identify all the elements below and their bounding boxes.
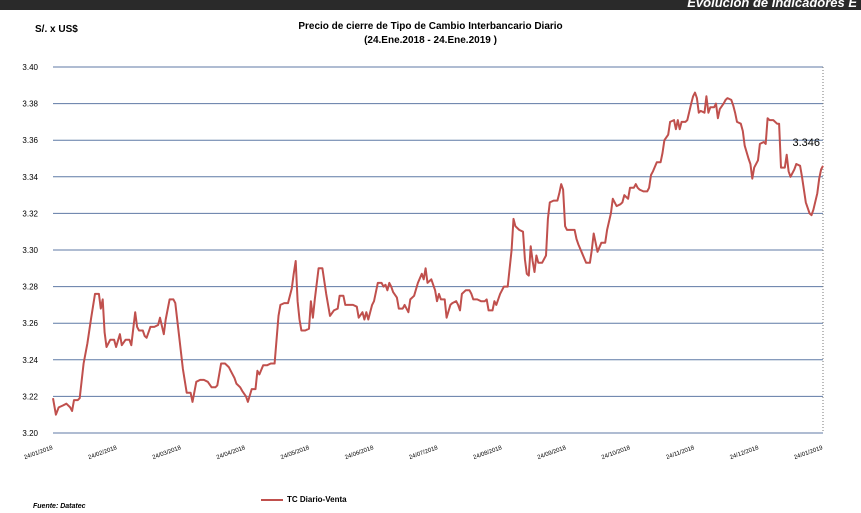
y-tick-label: 3.40 <box>22 63 38 72</box>
legend-label: TC Diario-Venta <box>287 495 347 504</box>
x-tick-label: 24/11/2018 <box>665 445 695 461</box>
chart-title: Precio de cierre de Tipo de Cambio Inter… <box>298 21 563 32</box>
x-tick-label: 24/06/2018 <box>344 445 375 461</box>
y-axis-unit-label: S/. x US$ <box>35 24 78 35</box>
x-tick-label: 24/08/2018 <box>473 445 504 461</box>
y-tick-label: 3.28 <box>22 283 38 292</box>
x-tick-label: 24/04/2018 <box>216 445 247 461</box>
x-tick-label: 24/03/2018 <box>152 445 183 461</box>
y-tick-label: 3.24 <box>22 356 38 365</box>
y-tick-label: 3.30 <box>22 246 38 255</box>
chart-legend: TC Diario-Venta <box>261 495 347 504</box>
x-tick-label: 24/10/2018 <box>601 445 632 461</box>
top-banner: Evolución de Indicadores E <box>0 0 861 10</box>
chart-subtitle: (24.Ene.2018 - 24.Ene.2019 ) <box>364 35 497 46</box>
y-tick-label: 3.32 <box>22 209 38 218</box>
x-tick-label: 24/09/2018 <box>537 445 568 461</box>
legend-line-swatch <box>261 498 283 501</box>
y-tick-label: 3.20 <box>22 429 38 438</box>
x-tick-label: 24/12/2018 <box>729 445 760 461</box>
y-tick-label: 3.38 <box>22 100 38 109</box>
banner-text: Evolución de Indicadores E <box>687 0 857 10</box>
y-tick-label: 3.22 <box>22 392 38 401</box>
x-tick-label: 24/02/2018 <box>88 445 119 461</box>
x-tick-label: 24/01/2019 <box>793 445 824 461</box>
y-tick-label: 3.26 <box>22 319 38 328</box>
last-value-label: 3.346 <box>792 137 820 149</box>
source-note: Fuente: Datatec <box>33 503 86 510</box>
y-tick-label: 3.36 <box>22 136 38 145</box>
x-tick-label: 24/05/2018 <box>280 445 311 461</box>
y-tick-label: 3.34 <box>22 173 38 182</box>
x-tick-label: 24/01/2018 <box>23 445 54 461</box>
series-line-tc-diario-venta <box>52 91 824 416</box>
x-tick-label: 24/07/2018 <box>408 445 439 461</box>
